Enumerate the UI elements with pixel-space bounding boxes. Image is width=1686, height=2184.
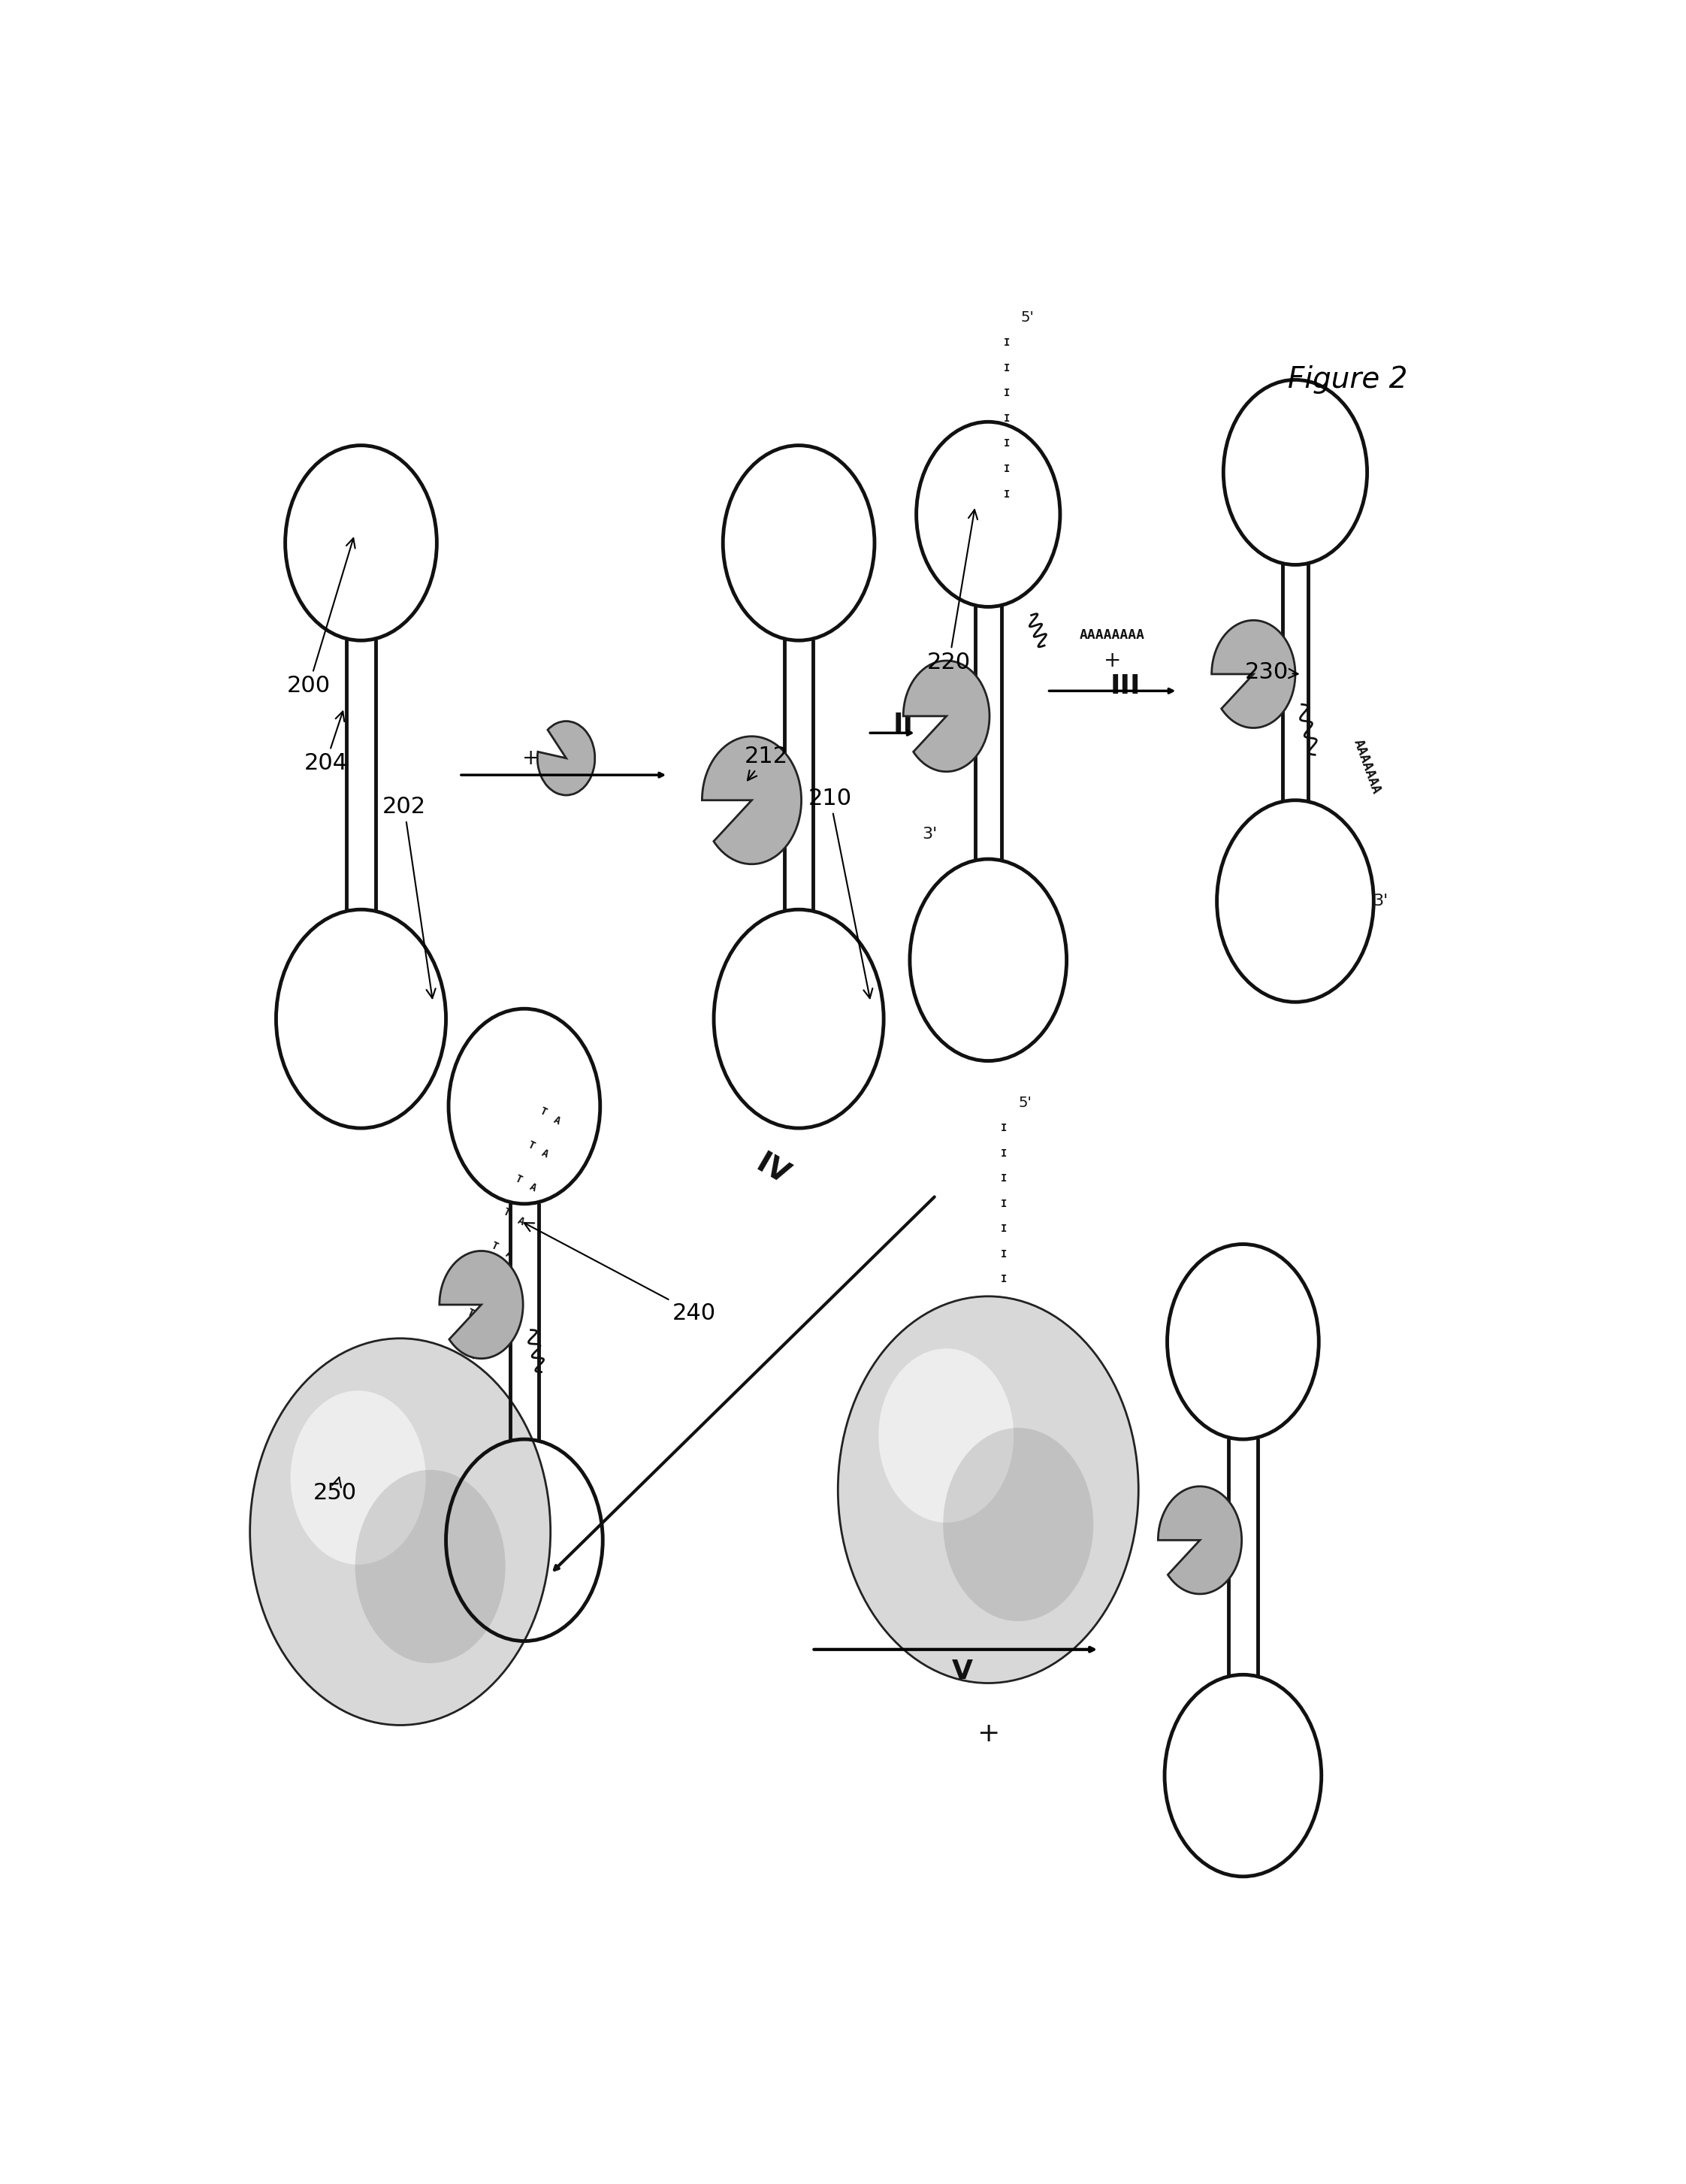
Text: I: I [1003, 413, 1010, 424]
Text: —: — [551, 723, 570, 743]
Text: Figure 2: Figure 2 [1288, 365, 1408, 393]
Text: I: I [1001, 1149, 1007, 1160]
Wedge shape [440, 1251, 523, 1358]
Text: 212: 212 [744, 745, 787, 780]
Circle shape [942, 1428, 1094, 1621]
Text: 3': 3' [1372, 893, 1388, 909]
Circle shape [290, 1391, 427, 1564]
Text: I: I [1003, 463, 1010, 474]
Text: T: T [526, 1140, 536, 1151]
Text: I: I [1003, 439, 1010, 450]
Text: 230: 230 [1244, 662, 1298, 684]
Text: A: A [467, 1350, 477, 1361]
Wedge shape [1158, 1487, 1241, 1594]
Text: V: V [951, 1658, 973, 1684]
Text: I: I [1001, 1273, 1007, 1284]
Text: I: I [1001, 1223, 1007, 1234]
Text: +: + [523, 747, 540, 769]
Text: I: I [1001, 1173, 1007, 1184]
Text: A: A [479, 1315, 489, 1328]
Text: I: I [1001, 1199, 1007, 1210]
Text: 5': 5' [1020, 310, 1034, 325]
Wedge shape [904, 660, 990, 771]
Text: A: A [516, 1214, 526, 1227]
Text: 3': 3' [922, 826, 937, 841]
Text: I: I [1003, 363, 1010, 373]
Circle shape [250, 1339, 550, 1725]
Circle shape [356, 1470, 506, 1664]
Text: A: A [551, 1114, 561, 1127]
Wedge shape [538, 721, 595, 795]
Text: T: T [538, 1105, 548, 1118]
Circle shape [878, 1348, 1013, 1522]
Text: T: T [501, 1206, 511, 1219]
Text: I: I [1003, 489, 1010, 500]
Text: A: A [528, 1182, 538, 1195]
Text: T: T [465, 1306, 475, 1319]
Text: 5': 5' [1018, 1096, 1032, 1109]
Text: +: + [976, 1721, 1000, 1747]
Text: III: III [1109, 673, 1141, 699]
Text: 202: 202 [383, 795, 435, 998]
Text: T: T [489, 1241, 499, 1251]
Text: AAAAAAAA: AAAAAAAA [1079, 629, 1145, 642]
Text: T: T [477, 1273, 487, 1286]
Text: I: I [1001, 1249, 1007, 1260]
Text: 200: 200 [287, 537, 356, 697]
Text: T: T [514, 1173, 524, 1186]
Wedge shape [1212, 620, 1295, 727]
Text: 220: 220 [927, 509, 978, 673]
Text: AAAAAAA: AAAAAAA [1350, 738, 1383, 795]
Text: +: + [1104, 651, 1121, 670]
Text: I: I [1003, 339, 1010, 347]
Text: 210: 210 [808, 788, 873, 998]
Text: I: I [556, 773, 566, 799]
Text: A: A [504, 1249, 514, 1260]
Text: IV: IV [750, 1149, 794, 1190]
Text: I: I [1001, 1123, 1007, 1133]
Text: A: A [540, 1149, 550, 1160]
Text: I: I [1003, 389, 1010, 397]
Text: A: A [491, 1282, 501, 1295]
Text: 240: 240 [524, 1223, 717, 1324]
Text: 204: 204 [303, 712, 347, 773]
Text: II: II [894, 712, 914, 738]
Circle shape [838, 1297, 1138, 1684]
Text: T: T [454, 1341, 464, 1352]
Wedge shape [701, 736, 801, 865]
Text: 250: 250 [314, 1476, 357, 1505]
